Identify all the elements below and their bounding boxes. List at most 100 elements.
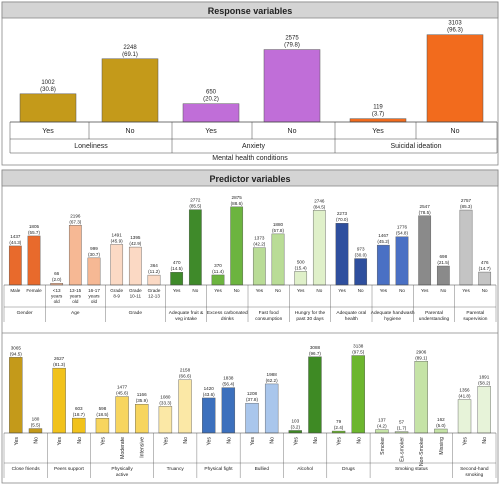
category-label: Yes [173,288,181,293]
category-label: No [183,437,189,444]
category-label: Yes [207,437,213,446]
category-label: 10-11 [130,294,142,299]
bar-adequate-oral-health-no [354,258,368,286]
group-label: Close friends [12,466,41,472]
response-title: Response variables [208,6,293,16]
group-label: past 30 days [296,316,324,322]
category-label: Yes [338,288,346,293]
bar-adequate-oral-health-yes [335,223,349,286]
bar-peers-support-no [72,417,86,434]
bar-value-label: 698 [439,254,447,259]
bar-percent-label: (81.3) [53,362,65,367]
bar-percent-label: (30.0) [355,253,367,258]
bar-percent-label: (33.3) [159,400,171,405]
bar-value-label: 1891 [479,374,490,379]
bar-value-label: 1838 [223,376,234,381]
bar-percent-label: (3.7) [372,112,384,118]
bar-percent-label: (2.4) [334,425,344,430]
bar-physically-active-moderate [115,396,129,434]
bar-percent-label: (79.8) [284,43,300,49]
bar-percent-label: (56.4) [222,382,234,387]
category-label: No [226,437,232,444]
bar-value-label: 1776 [397,225,408,230]
bar-parental-supervision-no [478,271,492,286]
category-label: years [70,294,82,299]
category-label: No [270,437,276,444]
bar-loneliness-no [101,58,159,123]
bar-value-label: 1491 [112,232,123,237]
bar-value-label: 1373 [254,236,265,241]
bar-percent-label: (41.8) [459,394,471,399]
bar-value-label: 1437 [10,234,21,239]
bar-anxiety-no [263,49,321,123]
bar-percent-label: (54.8) [396,231,408,236]
category-label: 12-13 [148,294,160,299]
bar-peers-support-yes [52,367,66,434]
bar-percent-label: (96.3) [447,28,463,34]
category-label: old [72,299,79,304]
category-label: Male [10,288,20,293]
group-label: Peers support [54,466,85,472]
bar-second-hand-smoking-no [477,386,491,434]
bar-truancy-no [178,379,192,434]
group-label: Bullied [255,466,270,472]
category-label: Yes [100,437,106,446]
bar-hungry-for-the-past-30-days-yes [294,271,308,286]
bar-grade-grade-10-11 [128,246,142,286]
category-label: Non-Smoker [419,437,425,466]
bar-percent-label: (18.7) [73,412,85,417]
bar-percent-label: (42.2) [253,242,265,247]
category-label: No [192,288,198,293]
bar-value-label: 470 [173,260,181,265]
bar-parental-understanding-yes [418,215,432,286]
bar-value-label: 2627 [54,356,65,361]
category-label: No [234,288,240,293]
category-label: No [288,128,297,135]
category-label: No [316,288,322,293]
bar-value-label: 1477 [117,385,128,390]
bar-smoking-status-non-smoker [414,361,428,434]
bar-percent-label: (84.5) [313,204,325,209]
bar-percent-label: (78.5) [419,210,431,215]
category-label: old [54,299,61,304]
bar-value-label: 3138 [353,344,364,349]
category-label: Intensive [140,437,146,458]
bar-adequate-fruit-veg-intake-no [188,209,202,286]
bar-excess-carbonated-drinks-yes [211,274,225,286]
bar-percent-label: (20.2) [203,97,219,103]
group-label: Physically [111,466,133,472]
bar-physical-fight-yes [202,397,216,434]
bar-close-friends-yes [9,357,23,434]
bar-alcohol-no [308,356,322,434]
bar-fast-food-consumption-yes [252,247,266,286]
bar-value-label: 500 [297,259,305,264]
bar-value-label: 2875 [232,195,243,200]
bar-close-friends-no [28,428,43,434]
bar-value-label: 1395 [130,235,141,240]
bar-value-label: 973 [357,247,365,252]
group-label: Grade [129,310,143,316]
category-label: Yes [57,437,63,446]
group-label: Parental [466,310,484,316]
bar-value-label: 66 [54,271,60,276]
bar-percent-label: (58.2) [478,380,490,385]
bar-percent-label: (70.0) [336,217,348,222]
group-label: Gender [17,310,33,316]
category-label: Ex-smoker [400,437,406,462]
response-subtitle: Mental health conditions [212,155,288,162]
bar-value-label: 2906 [416,349,427,354]
category-label: No [126,128,135,135]
bar-alcohol-yes [288,430,302,434]
group-label: Adequate oral [336,310,366,316]
bar-excess-carbonated-drinks-no [230,206,244,286]
bar-value-label: 370 [214,263,222,268]
category-label: Yes [421,288,429,293]
bar-percent-label: (42.9) [129,241,141,246]
bar-value-label: 2547 [420,204,431,209]
bar-smoking-status-smoker [375,429,389,434]
bar-value-label: 1002 [41,80,55,86]
bar-percent-label: (14.5) [171,266,183,271]
bar-percent-label: (1.7) [397,426,407,431]
bar-percent-label: (85.5) [189,204,201,209]
bar-value-label: 119 [373,105,383,111]
